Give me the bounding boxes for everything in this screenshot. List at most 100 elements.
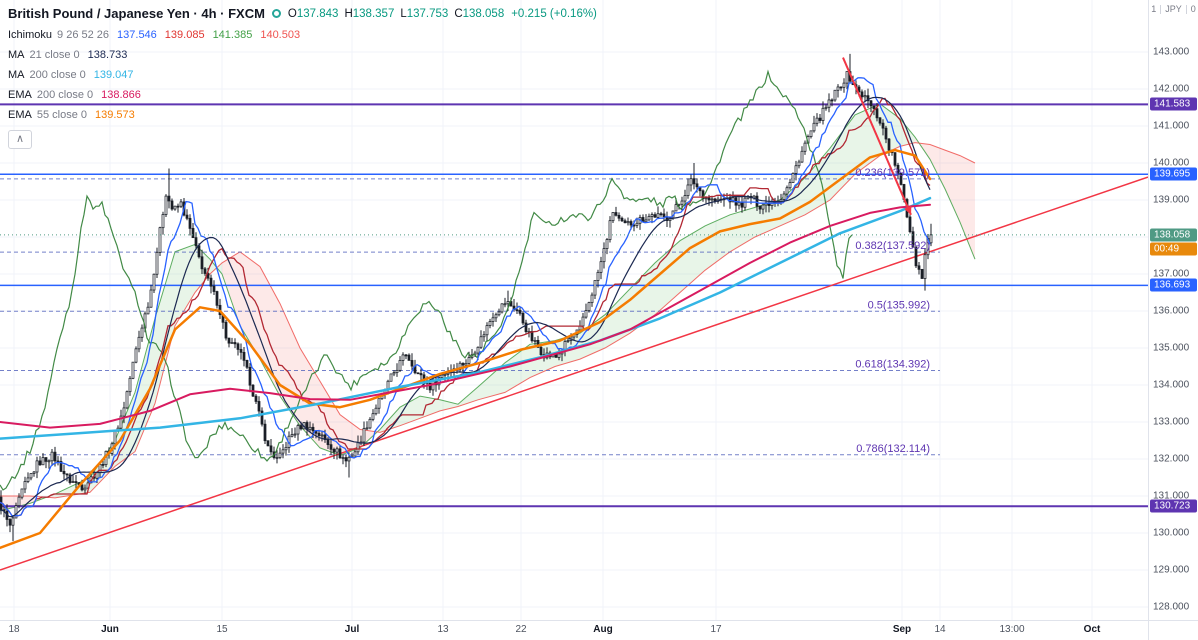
indicator-name: MA bbox=[8, 69, 25, 81]
ohlc-values: O137.843 H138.357 L137.753 C138.058 bbox=[288, 8, 504, 20]
time-tick-label: 18 bbox=[8, 624, 20, 635]
fib-label: 0.382(137.592) bbox=[855, 240, 930, 252]
price-change: +0.215 (+0.16%) bbox=[511, 7, 597, 20]
candlesticks bbox=[0, 53, 933, 542]
indicator-value: 138.733 bbox=[87, 49, 128, 61]
fib-label: 0.618(134.392) bbox=[855, 358, 930, 370]
trendline[interactable] bbox=[0, 176, 1148, 571]
price-scale-unit[interactable]: JPY bbox=[1165, 4, 1182, 14]
time-tick-label: Jul bbox=[344, 624, 360, 635]
chart-legend: British Pound / Japanese Yen · 4h · FXCM… bbox=[8, 6, 597, 149]
indicator-name: EMA bbox=[8, 89, 32, 101]
time-tick-label: Sep bbox=[892, 624, 912, 635]
price-tick-label: 131.000 bbox=[1153, 490, 1190, 502]
kijun-line bbox=[0, 97, 931, 517]
last-price-badge: 138.058 bbox=[1150, 228, 1197, 242]
ohlc-value: 138.058 bbox=[462, 7, 505, 20]
axis-corner bbox=[1148, 620, 1198, 640]
indicator-name: Ichimoku bbox=[8, 29, 53, 41]
time-tick-label: 15 bbox=[216, 624, 228, 635]
ohlc-value: 138.357 bbox=[352, 7, 395, 20]
indicator-value: 141.385 bbox=[212, 29, 253, 41]
price-axis[interactable]: 1 JPY 0 143.000 142.000 141.000 140.000 139.00… bbox=[1148, 0, 1198, 620]
arrow-head bbox=[904, 205, 912, 215]
price-tick-label: 140.000 bbox=[1153, 157, 1190, 169]
symbol-title[interactable]: British Pound / Japanese Yen · 4h · FXCM bbox=[8, 6, 265, 21]
indicator-row[interactable]: MA 200 close 0 139.047 bbox=[8, 69, 597, 81]
indicator-params: 21 close 0 bbox=[29, 49, 80, 61]
symbol-info-row[interactable]: British Pound / Japanese Yen · 4h · FXCM… bbox=[8, 6, 597, 21]
time-tick-label: 14 bbox=[934, 624, 946, 635]
fib-label: 0.236(139.571) bbox=[855, 167, 930, 179]
ichimoku-cloud bbox=[0, 103, 976, 512]
indicator-value: 138.866 bbox=[101, 89, 141, 101]
time-tick-label: 13:00 bbox=[999, 624, 1025, 635]
ohlc-label: C bbox=[454, 7, 463, 20]
time-tick-label: 17 bbox=[710, 624, 722, 635]
time-tick-label: Oct bbox=[1083, 624, 1101, 635]
legend-collapse-button[interactable]: ∧ bbox=[8, 130, 32, 149]
chevron-up-icon: ∧ bbox=[15, 133, 25, 145]
indicator-name: MA bbox=[8, 49, 25, 61]
bar-countdown-badge: 00:49 bbox=[1150, 242, 1197, 256]
ema55-line bbox=[0, 148, 932, 550]
price-level-badge: 139.695 bbox=[1150, 167, 1197, 181]
price-tick-label: 130.000 bbox=[1153, 527, 1190, 539]
ohlc-label: L bbox=[400, 7, 407, 20]
ohlc-label: H bbox=[344, 7, 353, 20]
price-tick-label: 142.000 bbox=[1153, 83, 1190, 95]
indicator-params: 200 close 0 bbox=[36, 89, 94, 101]
ma21-line bbox=[0, 96, 931, 518]
indicator-value: 139.085 bbox=[164, 29, 205, 41]
price-scale-unit[interactable]: 0 bbox=[1190, 4, 1196, 14]
indicator-legend: Ichimoku 9 26 52 26 137.546 139.085 141.385 1… bbox=[8, 29, 597, 121]
price-tick-label: 139.000 bbox=[1153, 194, 1190, 206]
divider bbox=[1160, 4, 1162, 14]
ohlc-value: 137.843 bbox=[296, 7, 339, 20]
market-status-icon bbox=[271, 9, 281, 18]
indicator-value: 137.546 bbox=[117, 29, 157, 41]
chart-canvas[interactable]: 0.236(139.571) 0.382(137.592) 0.5(135.992)… bbox=[0, 0, 1148, 620]
horizontal-lines[interactable] bbox=[0, 103, 1148, 508]
price-level-badge: 141.583 bbox=[1150, 97, 1197, 111]
indicator-value: 139.573 bbox=[95, 109, 135, 121]
indicator-value: 139.047 bbox=[93, 69, 134, 81]
ema200-line bbox=[0, 203, 931, 429]
indicator-row[interactable]: EMA 200 close 0 138.866 bbox=[8, 89, 597, 101]
indicator-name: EMA bbox=[8, 109, 32, 121]
time-tick-label: 13 bbox=[437, 624, 449, 635]
fib-label: 0.786(132.114) bbox=[856, 443, 930, 455]
price-tick-label: 143.000 bbox=[1153, 46, 1190, 58]
price-tick-label: 128.000 bbox=[1153, 601, 1190, 613]
time-axis[interactable]: 18 Jun 15 Jul 13 22 Aug 17 Sep 14 13:00 Oct bbox=[0, 620, 1148, 640]
senkou-b-line bbox=[0, 142, 976, 499]
ohlc-pair: O137.843 bbox=[288, 8, 339, 20]
grid bbox=[0, 0, 1148, 620]
indicator-params: 55 close 0 bbox=[36, 109, 87, 121]
chart-pane[interactable]: 0.236(139.571) 0.382(137.592) 0.5(135.992)… bbox=[0, 0, 1148, 620]
time-tick-label: 22 bbox=[515, 624, 527, 635]
price-tick-label: 134.000 bbox=[1153, 379, 1190, 391]
price-level-badge: 136.693 bbox=[1150, 278, 1197, 292]
indicator-value: 140.503 bbox=[260, 29, 301, 41]
price-tick-label: 133.000 bbox=[1153, 416, 1190, 428]
indicator-row[interactable]: Ichimoku 9 26 52 26 137.546 139.085 141.385 1… bbox=[8, 29, 597, 41]
indicator-row[interactable]: MA 21 close 0 138.733 bbox=[8, 49, 597, 61]
time-tick-label: Jun bbox=[101, 624, 119, 635]
ohlc-pair: L137.753 bbox=[400, 8, 448, 20]
ohlc-value: 137.753 bbox=[406, 7, 449, 20]
price-tick-label: 132.000 bbox=[1153, 453, 1190, 465]
price-axis-currency[interactable]: 1 JPY 0 bbox=[1151, 4, 1196, 14]
indicator-params: 9 26 52 26 bbox=[57, 29, 110, 41]
indicator-params: 200 close 0 bbox=[29, 69, 86, 81]
fib-label: 0.5(135.992) bbox=[868, 299, 930, 311]
price-tick-label: 135.000 bbox=[1153, 342, 1190, 354]
indicator-row[interactable]: EMA 55 close 0 139.573 bbox=[8, 109, 597, 121]
divider bbox=[1185, 4, 1187, 14]
arrow-drawing[interactable] bbox=[842, 57, 912, 216]
tenkan-line bbox=[0, 77, 931, 517]
price-scale-unit[interactable]: 1 bbox=[1151, 4, 1157, 14]
price-tick-label: 136.000 bbox=[1153, 305, 1190, 317]
ohlc-pair: C138.058 bbox=[454, 8, 504, 20]
